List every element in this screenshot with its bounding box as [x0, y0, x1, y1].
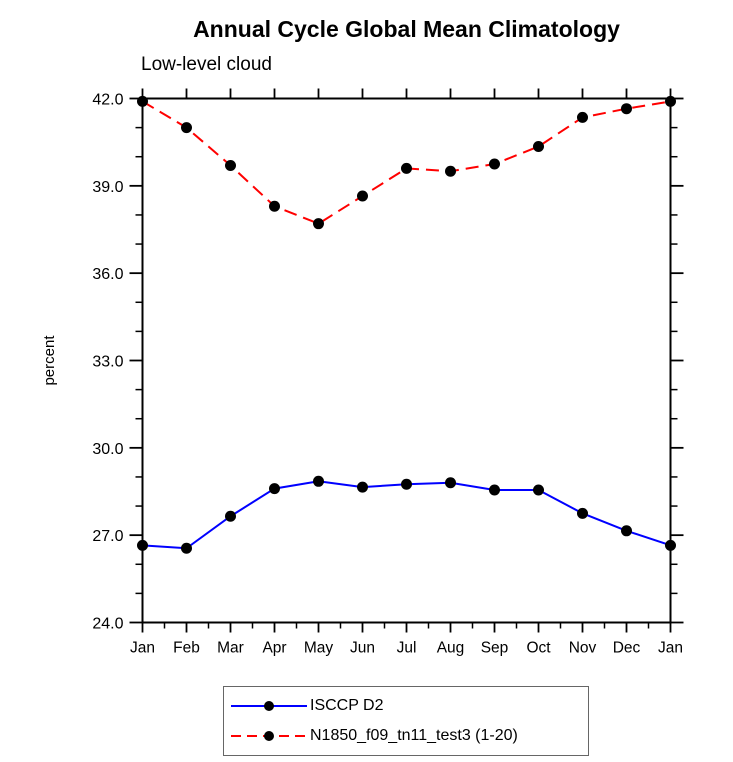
series-marker-0 — [357, 481, 368, 493]
y-tick-label: 36.0 — [92, 266, 123, 283]
y-tick-label: 33.0 — [92, 354, 123, 371]
x-tick-label: Jan — [658, 640, 683, 657]
series-line-0 — [142, 480, 671, 550]
legend-sample-marker — [264, 731, 274, 741]
series-marker-1 — [269, 200, 280, 212]
legend-item-n1850: N1850_f09_tn11_test3 (1-20) — [229, 724, 588, 748]
series-marker-0 — [401, 478, 412, 490]
series-marker-0 — [181, 542, 192, 554]
y-tick-label: 42.0 — [92, 92, 123, 109]
plot-frame — [141, 97, 672, 624]
legend-label: N1850_f09_tn11_test3 (1-20) — [310, 727, 518, 744]
chart-subtitle: Low-level cloud — [141, 54, 272, 75]
x-tick-label: Mar — [217, 640, 244, 657]
x-tick-label: Aug — [437, 640, 465, 657]
series-marker-0 — [225, 510, 236, 522]
series-marker-0 — [489, 484, 500, 496]
legend-sample-marker — [264, 701, 274, 711]
x-tick-label: Jul — [397, 640, 417, 657]
y-tick-label: 39.0 — [92, 179, 123, 196]
series-marker-1 — [577, 111, 588, 123]
x-tick-label: Nov — [569, 640, 597, 657]
x-tick-label: May — [304, 640, 334, 657]
legend-label: ISCCP D2 — [310, 697, 384, 714]
series-marker-0 — [269, 483, 280, 495]
series-marker-1 — [621, 103, 632, 115]
x-tick-label: Feb — [173, 640, 200, 657]
series-marker-0 — [137, 539, 148, 551]
series-marker-0 — [665, 539, 676, 551]
series-marker-1 — [225, 159, 236, 171]
series-marker-0 — [621, 525, 632, 537]
chart-title: Annual Cycle Global Mean Climatology — [193, 16, 620, 42]
y-tick-label: 24.0 — [92, 616, 123, 633]
x-tick-label: Sep — [481, 640, 509, 657]
series-marker-1 — [313, 218, 324, 230]
series-marker-0 — [313, 475, 324, 487]
series-marker-1 — [357, 190, 368, 202]
series-marker-1 — [665, 95, 676, 107]
series-marker-1 — [401, 162, 412, 174]
x-tick-label: Jun — [350, 640, 375, 657]
x-tick-label: Jan — [130, 640, 155, 657]
series-marker-1 — [181, 122, 192, 134]
series-marker-0 — [577, 507, 588, 519]
legend-item-isccp-d2: ISCCP D2 — [229, 694, 588, 718]
legend-line-sample-dashed — [231, 731, 307, 741]
x-tick-label: Dec — [613, 640, 641, 657]
series-marker-1 — [489, 158, 500, 170]
legend: ISCCP D2 N1850_f09_tn11_test3 (1-20) — [223, 686, 589, 756]
y-tick-label: 30.0 — [92, 441, 123, 458]
series-line-1 — [141, 100, 671, 225]
series-marker-0 — [533, 484, 544, 496]
x-tick-label: Apr — [262, 640, 286, 657]
series-marker-1 — [445, 165, 456, 177]
series-marker-1 — [137, 95, 148, 107]
y-axis-title: percent — [41, 335, 58, 386]
series-marker-0 — [445, 477, 456, 489]
y-tick-label: 27.0 — [92, 528, 123, 545]
x-tick-label: Oct — [526, 640, 551, 657]
legend-line-sample-solid — [231, 701, 307, 711]
series-marker-1 — [533, 141, 544, 153]
